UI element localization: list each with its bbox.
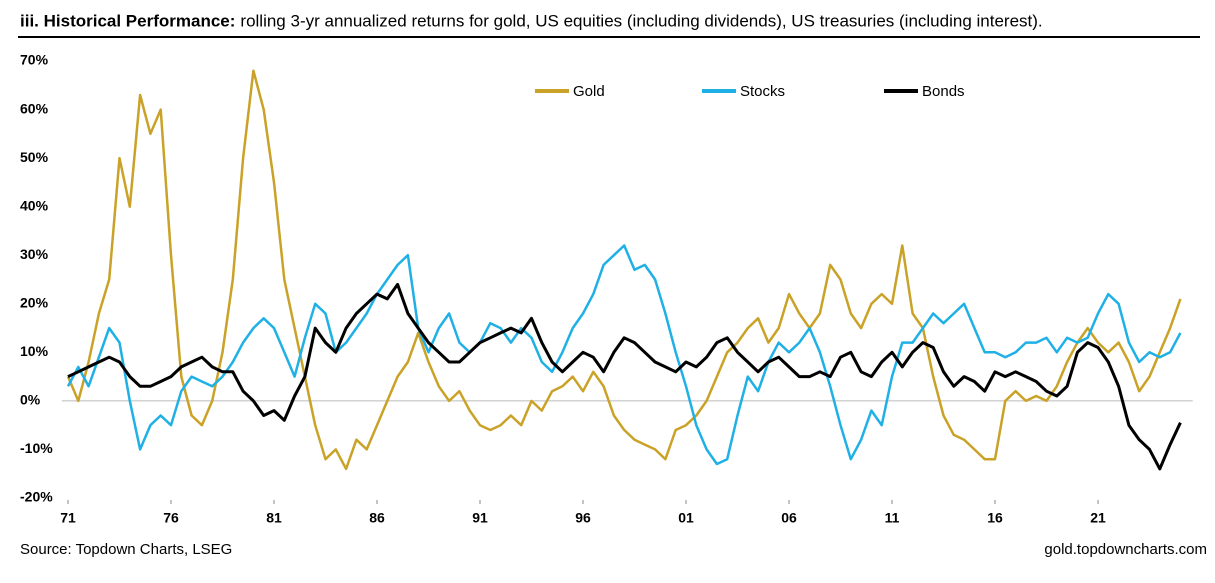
credit: gold.topdowncharts.com bbox=[1044, 541, 1207, 558]
y-tick-label: 60% bbox=[20, 100, 49, 116]
y-tick-label: -20% bbox=[20, 489, 53, 505]
legend-label: Bonds bbox=[922, 83, 965, 100]
y-tick-label: 50% bbox=[20, 149, 49, 165]
x-tick-label: 91 bbox=[472, 510, 488, 526]
y-tick-label: 10% bbox=[20, 343, 49, 359]
x-tick-label: 96 bbox=[575, 510, 591, 526]
y-tick-label: -10% bbox=[20, 440, 53, 456]
x-tick-label: 81 bbox=[266, 510, 282, 526]
y-tick-label: 20% bbox=[20, 294, 49, 310]
y-tick-label: 0% bbox=[20, 392, 41, 408]
x-tick-label: 11 bbox=[885, 510, 900, 526]
x-tick-label: 71 bbox=[60, 510, 76, 526]
legend-label: Stocks bbox=[740, 83, 785, 100]
x-tick-label: 16 bbox=[987, 510, 1003, 526]
source: Source: Topdown Charts, LSEG bbox=[20, 541, 232, 558]
y-tick-label: 30% bbox=[20, 246, 49, 262]
x-tick-label: 06 bbox=[781, 510, 797, 526]
y-tick-label: 40% bbox=[20, 197, 49, 213]
chart-subtitle: rolling 3-yr annualized returns for gold… bbox=[240, 11, 1042, 30]
series-line bbox=[66, 244, 1182, 466]
series-line bbox=[67, 282, 1182, 471]
x-tick-label: 01 bbox=[678, 510, 694, 526]
x-tick-label: 21 bbox=[1090, 510, 1106, 526]
chart-title: iii. Historical Performance: bbox=[20, 11, 235, 30]
series-line bbox=[66, 69, 1182, 471]
x-tick-label: 76 bbox=[163, 510, 179, 526]
x-tick-label: 86 bbox=[369, 510, 385, 526]
legend-label: Gold bbox=[573, 83, 605, 100]
y-tick-label: 70% bbox=[20, 52, 49, 68]
